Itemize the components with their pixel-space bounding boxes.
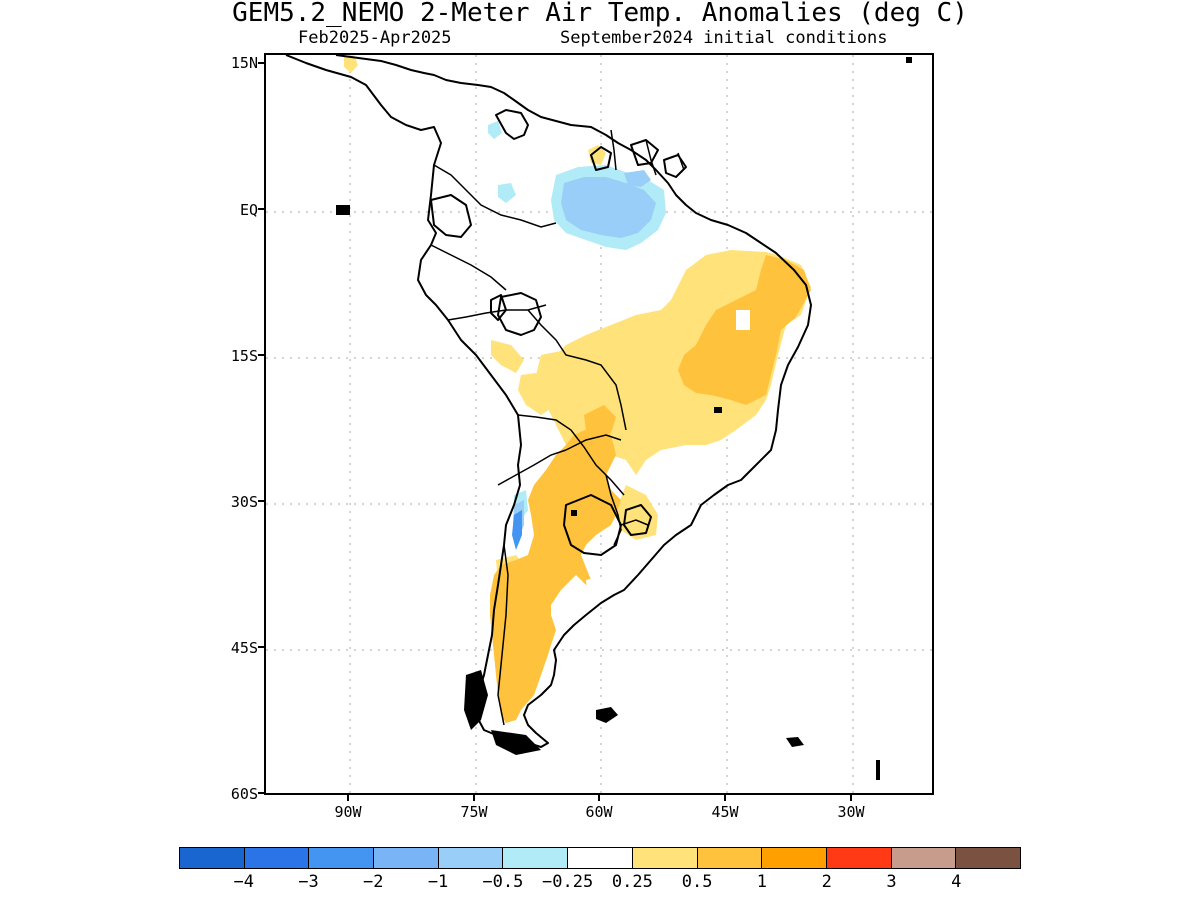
color-swatch-5 [502,847,569,869]
color-scale-label: −0.5 [482,872,524,892]
color-swatch-10 [825,847,892,869]
color-scale-label: 3 [886,872,897,892]
color-scale-label: 1 [756,872,768,892]
color-swatch-9 [761,847,827,869]
lon-tick [598,795,600,801]
lat-label-15n: 15N [230,54,258,72]
lat-label-eq: EQ [239,201,258,219]
color-swatch-3 [373,847,439,869]
color-scale-label: −3 [298,872,319,892]
lat-tick [258,646,264,648]
lon-label-30w: 30W [837,803,865,821]
lon-tick [850,795,852,801]
lat-label-45s: 45S [230,639,258,657]
color-swatch-2 [308,847,375,869]
color-scale-label: 2 [821,872,832,892]
lat-label-30s: 30S [230,493,258,511]
lat-tick [258,500,264,502]
anomaly-neg-1 [512,510,522,550]
color-swatch-8 [696,847,763,869]
lon-label-45w: 45W [711,803,739,821]
lon-tick [347,795,349,801]
lat-tick [258,354,264,356]
lon-tick [473,795,475,801]
color-swatch-4 [437,847,504,869]
color-swatch-12 [955,847,1021,869]
lon-tick [724,795,726,801]
color-swatch-11 [890,847,957,869]
color-scale-label: 4 [951,872,962,892]
color-swatch-0 [179,847,245,869]
lat-label-15s: 15S [230,347,258,365]
map-panel [264,53,934,795]
color-swatch-1 [243,847,310,869]
color-scale-label: 0.25 [611,872,653,892]
south-america-map [266,55,932,793]
lat-tick [258,792,264,794]
color-scale-label: −1 [427,872,449,892]
islands [336,57,912,780]
color-scale-label: −4 [233,872,254,892]
lat-tick [258,208,264,210]
color-swatch-6 [567,847,633,869]
map-title: GEM5.2_NEMO 2-Meter Air Temp. Anomalies … [232,0,968,28]
coastline [285,55,812,748]
forecast-period: Feb2025-Apr2025 [298,28,452,48]
lon-label-75w: 75W [460,803,488,821]
color-scale-label: −2 [363,872,384,892]
lon-label-90w: 90W [334,803,362,821]
country-borders [430,129,685,726]
color-scale-label: 0.5 [681,872,713,892]
color-scale-label: −0.25 [542,872,594,892]
lat-tick [258,62,264,64]
lon-label-60w: 60W [585,803,613,821]
color-scale-bar [179,847,1021,869]
initial-conditions: September2024 initial conditions [560,28,888,48]
lat-label-60s: 60S [230,785,258,803]
color-swatch-7 [631,847,698,869]
